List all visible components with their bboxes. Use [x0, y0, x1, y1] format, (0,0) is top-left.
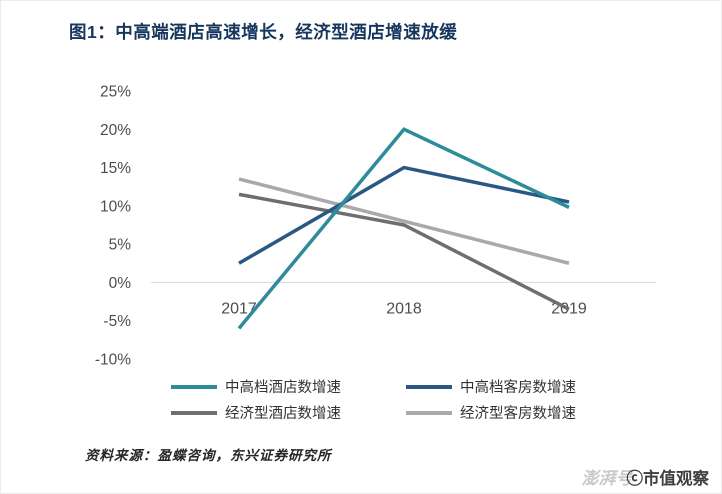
- series-line-1: [238, 165, 570, 265]
- y-tick-label: 10%: [100, 198, 131, 215]
- figure-title: 图1：中高端酒店高速增长，经济型酒店增速放缓: [69, 22, 458, 42]
- y-tick-label: 15%: [100, 160, 131, 177]
- legend-label: 经济型酒店数增速: [225, 405, 341, 422]
- series-line-3: [238, 177, 570, 265]
- watermark-back-text: 澎湃号: [581, 469, 633, 488]
- legend-label: 中高档酒店数增速: [225, 379, 341, 396]
- source-note: 资料来源：盈蝶咨询，东兴证券研究所: [85, 448, 332, 463]
- legend-label: 中高档客房数增速: [460, 379, 576, 396]
- watermark-front-text: ⓒ市值观察: [626, 470, 710, 488]
- y-tick-label: -5%: [103, 313, 131, 330]
- legend-label: 经济型客房数增速: [460, 405, 576, 422]
- y-tick-label: -10%: [95, 351, 131, 368]
- series-line-2: [238, 192, 570, 311]
- y-tick-label: 0%: [109, 275, 132, 292]
- y-tick-label: 5%: [109, 237, 132, 254]
- y-tick-label: 25%: [100, 83, 131, 100]
- line-chart: 25%20%15%10%5%0%-5%-10%2017 2018 2019中高档酒店…: [95, 83, 656, 422]
- series-line-0: [237, 127, 570, 330]
- x-tick-label: 2017: [221, 300, 257, 317]
- y-tick-label: 20%: [100, 122, 131, 139]
- watermark: 澎湃号 ⓒ市值观察: [582, 464, 710, 489]
- x-tick-label: 2018: [386, 300, 422, 317]
